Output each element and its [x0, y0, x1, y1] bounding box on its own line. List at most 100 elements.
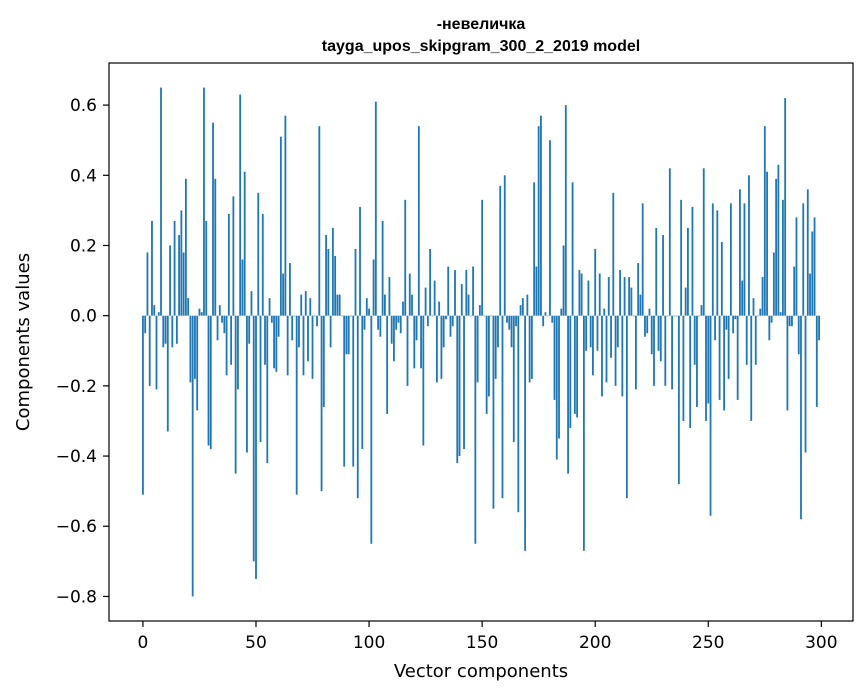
bar [567, 315, 569, 474]
bar [180, 210, 183, 316]
bar [791, 315, 793, 327]
bar [682, 315, 685, 421]
bar [492, 315, 495, 509]
bar [212, 122, 214, 316]
x-tick-label: 300 [805, 633, 837, 653]
bar [711, 203, 714, 316]
bar [553, 315, 556, 400]
bar [173, 220, 176, 316]
y-tick-label: 0.4 [70, 166, 97, 186]
bar [454, 270, 456, 316]
bar [800, 315, 802, 520]
bar [311, 315, 314, 379]
bar [447, 266, 450, 316]
bar [320, 315, 323, 492]
bar [476, 315, 479, 383]
bar [752, 298, 755, 316]
x-tick-label: 200 [579, 633, 611, 653]
bar [510, 315, 513, 348]
bar [781, 199, 784, 316]
bar [788, 315, 791, 327]
bar [248, 315, 251, 344]
bar [232, 196, 235, 316]
bar [404, 199, 407, 316]
bar [456, 315, 459, 464]
bar [327, 249, 330, 316]
bar [675, 315, 678, 317]
chart-title: -невеличка [437, 16, 526, 33]
bar [786, 315, 789, 411]
y-tick-label: 0.2 [70, 236, 97, 256]
bar [519, 305, 522, 316]
bar [417, 126, 420, 316]
bar [727, 315, 730, 379]
bar [745, 315, 748, 365]
bar [264, 315, 266, 365]
bar [743, 203, 746, 316]
bar [524, 315, 526, 551]
bar [422, 315, 425, 446]
bar [363, 315, 366, 330]
bar [702, 168, 705, 316]
bar [580, 273, 583, 316]
bar [411, 294, 413, 316]
bar [526, 294, 529, 316]
y-axis-ticks: 0.6 0.4 0.2 0.0 −0.2 −0.4 −0.6 −0.8 [56, 96, 109, 607]
bar [438, 301, 441, 316]
bar [488, 315, 490, 397]
bar [345, 315, 348, 355]
bar [302, 315, 305, 376]
bar [757, 315, 759, 317]
bar [243, 171, 246, 316]
bar [436, 315, 438, 383]
bar [175, 315, 178, 344]
bar [196, 315, 199, 411]
bar [804, 315, 807, 453]
bar [700, 305, 703, 316]
bar [546, 315, 549, 317]
y-tick-label: −0.6 [56, 517, 97, 537]
bar [277, 315, 280, 337]
y-tick-label: 0.0 [70, 307, 97, 327]
bar [544, 312, 547, 316]
bar [406, 315, 409, 386]
bar [472, 266, 474, 316]
bar [341, 315, 343, 317]
bar [709, 315, 712, 516]
bar [784, 98, 787, 316]
bar [777, 164, 780, 316]
bar [431, 315, 434, 317]
bar [750, 315, 753, 421]
bar [160, 87, 162, 316]
bar [723, 315, 726, 411]
bar [512, 315, 515, 443]
bar [483, 315, 486, 317]
bar [148, 315, 151, 386]
bar [659, 315, 662, 362]
bar [607, 277, 610, 316]
bar [390, 315, 393, 344]
bar [325, 234, 327, 316]
bar [741, 280, 744, 316]
bar [503, 175, 506, 316]
bar [270, 315, 273, 323]
bar [571, 182, 574, 316]
bar [818, 315, 820, 341]
bar [811, 231, 814, 316]
bar [653, 315, 655, 386]
bar [261, 213, 264, 316]
bar [687, 227, 689, 316]
bar [815, 315, 818, 407]
bar [402, 301, 404, 316]
bar [648, 308, 651, 316]
bar [761, 277, 764, 316]
bar [343, 315, 346, 467]
bar [474, 315, 477, 544]
bar [576, 315, 579, 418]
bar [562, 245, 565, 316]
bar [153, 305, 156, 316]
bar [564, 105, 567, 316]
bar [478, 305, 481, 316]
plot-frame [108, 62, 854, 622]
bar [155, 315, 158, 390]
